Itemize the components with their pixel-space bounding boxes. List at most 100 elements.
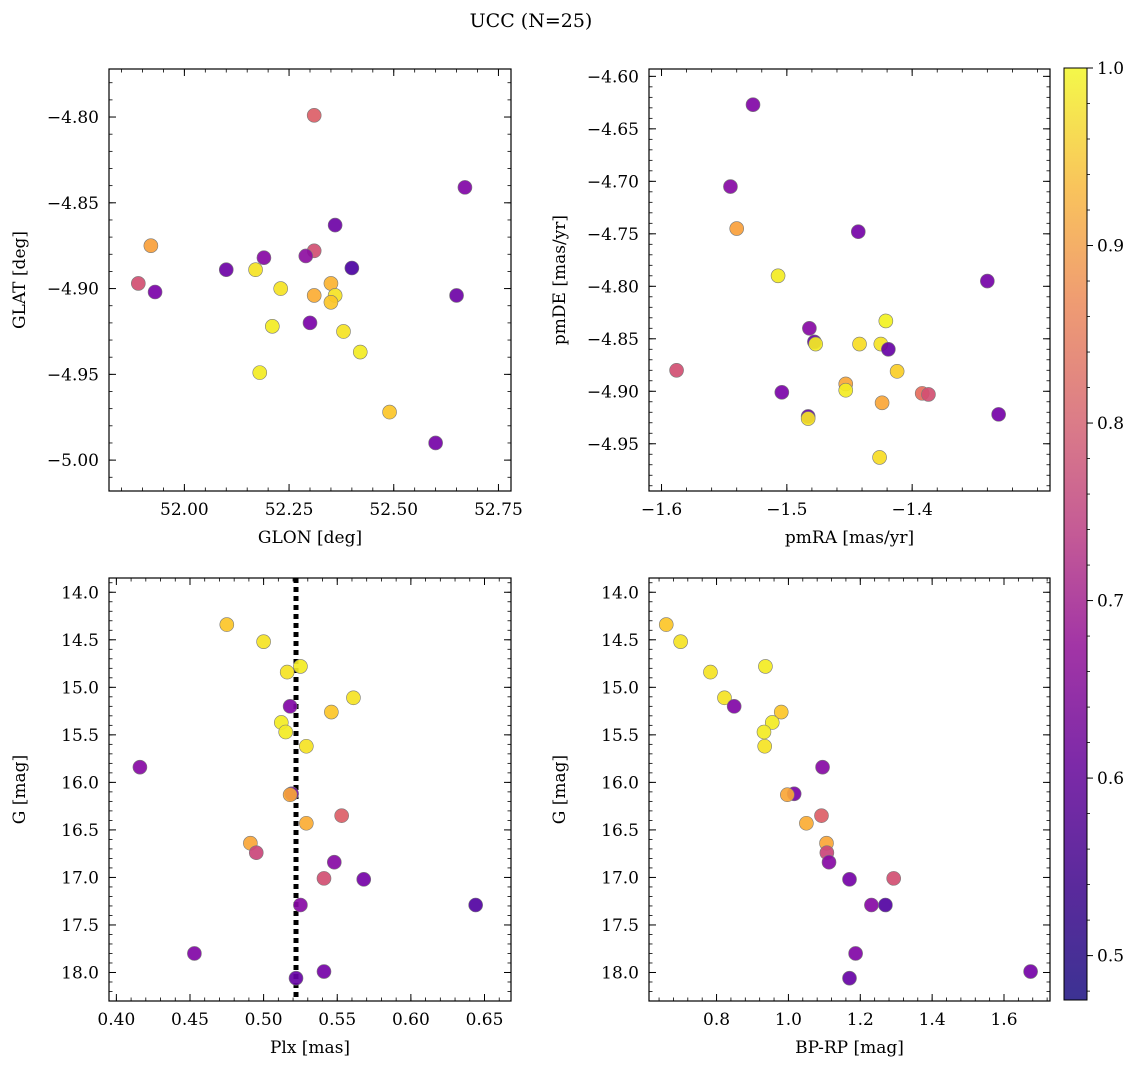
y-tick-label: −4.70 xyxy=(587,172,639,192)
colorbar-tick-label: 0.5 xyxy=(1097,947,1124,967)
y-axis-label: pmDE [mas/yr] xyxy=(550,215,570,345)
y-tick-label: −4.75 xyxy=(587,225,639,245)
scatter-point xyxy=(850,224,866,240)
scatter-point xyxy=(468,897,483,913)
x-tick-label: 0.8 xyxy=(703,1010,730,1030)
x-tick-label: 0.65 xyxy=(466,1010,504,1030)
y-tick-label: 16.5 xyxy=(601,821,639,841)
scatter-point xyxy=(282,699,298,714)
scatter-point xyxy=(327,217,343,233)
scatter-point xyxy=(336,324,351,339)
scatter-point xyxy=(669,362,684,378)
x-axis-label: BP-RP [mag] xyxy=(795,1038,904,1058)
scatter-point xyxy=(757,738,773,754)
scatter-point xyxy=(921,387,936,402)
scatter-point xyxy=(382,404,397,420)
scatter-point xyxy=(726,699,742,714)
scatter-point xyxy=(745,97,761,112)
scatter-point xyxy=(449,288,464,303)
y-tick-label: 15.0 xyxy=(601,678,639,698)
scatter-point xyxy=(302,315,318,331)
y-tick-label: −4.95 xyxy=(587,435,639,455)
scatter-point xyxy=(878,897,893,913)
colorbar-gradient xyxy=(1064,68,1087,1000)
scatter-point xyxy=(815,759,830,775)
axes-frame xyxy=(108,577,512,1002)
y-tick-label: 18.0 xyxy=(601,963,639,983)
scatter-point xyxy=(821,854,837,870)
x-tick-label: 52.50 xyxy=(369,500,418,520)
y-tick-label: 17.0 xyxy=(601,868,639,888)
scatter-point xyxy=(774,385,790,400)
scatter-point xyxy=(770,268,786,284)
x-tick-label: 1.2 xyxy=(847,1010,874,1030)
x-tick-label: 1.0 xyxy=(775,1010,802,1030)
scatter-point xyxy=(299,815,314,831)
y-tick-label: 16.0 xyxy=(61,773,99,793)
scatter-point xyxy=(758,659,773,674)
scatter-point xyxy=(306,108,322,123)
scatter-point xyxy=(991,407,1006,422)
scatter-point xyxy=(288,970,304,986)
colorbar-frame xyxy=(1063,67,1088,1001)
x-tick-label: −1.4 xyxy=(892,500,933,520)
scatter-point xyxy=(298,248,314,264)
scatter-point xyxy=(219,617,235,632)
scatter-point xyxy=(324,704,339,720)
scatter-point xyxy=(346,690,361,706)
scatter-point xyxy=(273,281,288,296)
scatter-point xyxy=(717,690,732,706)
scatter-point xyxy=(889,364,905,379)
scatter-point xyxy=(256,250,272,265)
y-tick-label: −4.90 xyxy=(587,382,639,402)
y-tick-label: 14.5 xyxy=(601,631,639,651)
scatter-point xyxy=(265,319,280,334)
scatter-point xyxy=(334,808,349,823)
panel-bprp-g: 0.8 1.0 1.2 1.4 1.6 14.0 14.5 15.0 15.5 16.0 16.5 1… xyxy=(550,577,1051,1058)
scatter-point xyxy=(218,262,234,278)
scatter-point xyxy=(293,897,308,913)
x-tick-label: 0.45 xyxy=(171,1010,209,1030)
scatter-point xyxy=(256,634,271,649)
x-tick-label: 52.75 xyxy=(474,500,523,520)
y-tick-label: 14.0 xyxy=(601,583,639,603)
scatter-point xyxy=(780,787,795,803)
scatter-point xyxy=(428,435,443,451)
scatter-point xyxy=(723,179,738,194)
colorbar: 0.5 0.6 0.7 0.8 0.9 1.0 xyxy=(1063,59,1124,1001)
scatter-point xyxy=(864,897,879,913)
scatter-point xyxy=(316,871,332,886)
y-tick-label: 14.0 xyxy=(61,583,99,603)
panel-plx-g: 0.40 0.45 0.50 0.55 0.60 0.65 14.0 14.5 15.0 15.5… xyxy=(10,577,512,1058)
scatter-point xyxy=(131,276,146,291)
y-tick-label: −4.80 xyxy=(47,108,99,128)
scatter-point xyxy=(802,320,817,336)
colorbar-tick-label: 0.8 xyxy=(1097,414,1124,434)
scatter-point xyxy=(457,180,473,195)
scatter-point xyxy=(1023,964,1038,979)
scatter-point xyxy=(838,382,854,398)
x-tick-label: 1.4 xyxy=(919,1010,946,1030)
scatter-point xyxy=(279,664,295,680)
scatter-point xyxy=(252,365,268,380)
panel-glon-glat: 52.00 52.25 52.50 52.75 −4.80 −4.85 −4.90 −4.95… xyxy=(10,68,523,548)
scatter-point xyxy=(842,970,857,986)
y-tick-label: 14.5 xyxy=(61,631,99,651)
scatter-point xyxy=(356,872,372,887)
scatter-point xyxy=(299,738,314,754)
scatter-point xyxy=(143,238,159,253)
x-tick-label: 0.55 xyxy=(318,1010,356,1030)
x-axis-label: GLON [deg] xyxy=(258,528,362,548)
scatter-point xyxy=(808,336,823,352)
y-tick-label: 17.5 xyxy=(61,916,99,936)
scatter-point xyxy=(323,295,339,310)
x-axis-label: Plx [mas] xyxy=(270,1038,350,1058)
scatter-point xyxy=(800,411,816,426)
x-axis-label: pmRA [mas/yr] xyxy=(785,528,914,548)
scatter-point xyxy=(248,262,263,278)
colorbar-tick-label: 0.7 xyxy=(1097,592,1124,612)
panel-pmra-pmde: −1.6 −1.5 −1.4 −4.60 −4.65 −4.70 −4.75 −4.80 −4.… xyxy=(550,67,1051,548)
colorbar-tick-label: 0.9 xyxy=(1097,237,1124,257)
scatter-point xyxy=(756,724,772,740)
y-tick-label: 16.5 xyxy=(61,821,99,841)
